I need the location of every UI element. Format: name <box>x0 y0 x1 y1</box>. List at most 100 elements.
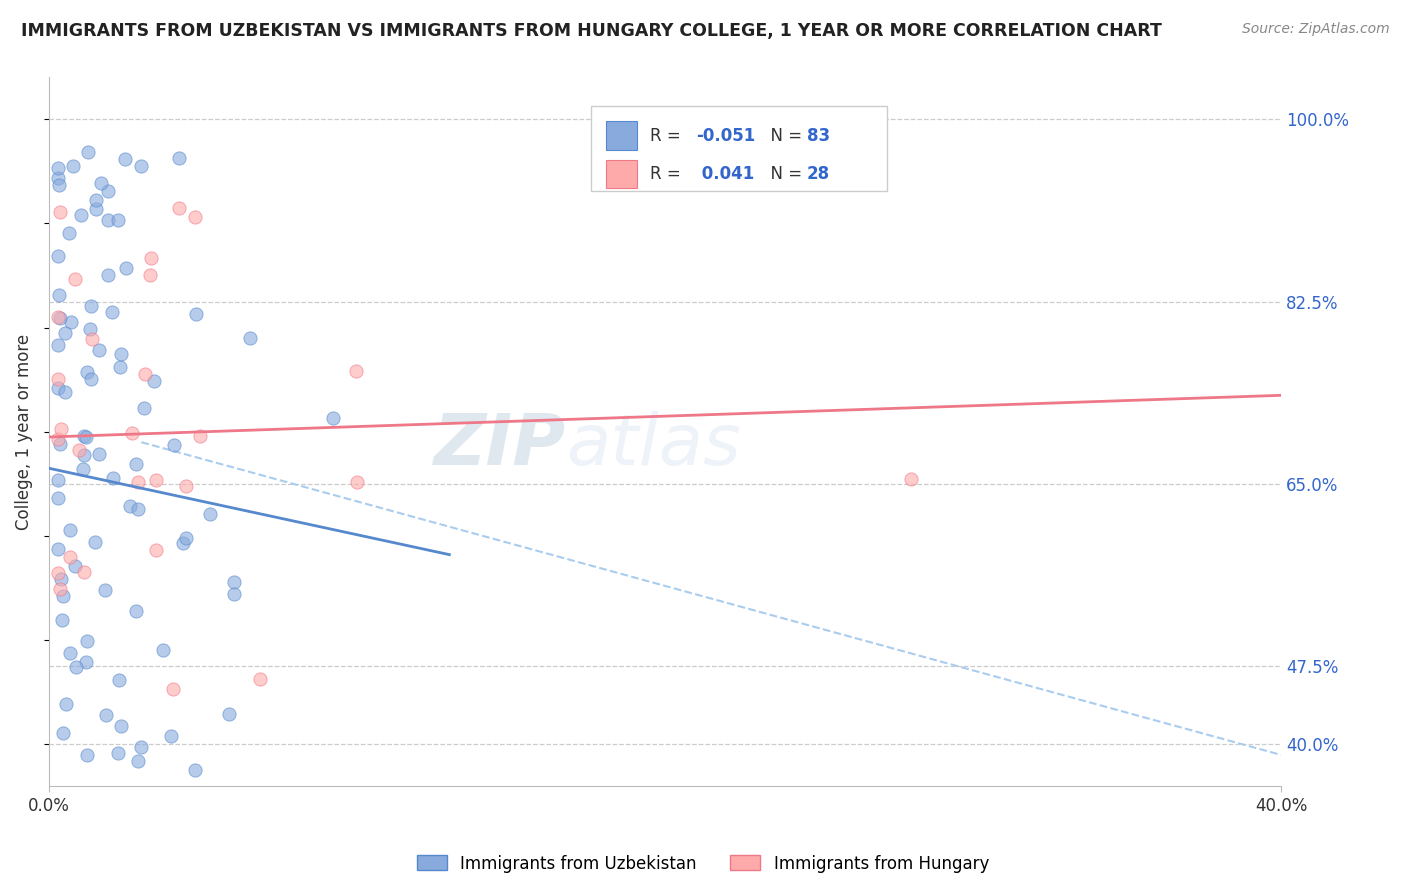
Point <box>159 729 181 743</box>
Point <box>73 566 96 580</box>
Point <box>46 542 69 557</box>
Point <box>52 589 75 603</box>
Point <box>59 646 82 660</box>
Point <box>93 583 115 598</box>
Text: 28: 28 <box>807 165 830 183</box>
Point <box>107 213 129 227</box>
Point <box>139 268 162 282</box>
Point <box>49 310 72 325</box>
Point <box>346 475 368 489</box>
Point <box>108 673 131 687</box>
Point <box>49 582 72 596</box>
FancyBboxPatch shape <box>591 106 887 191</box>
Point <box>184 764 207 778</box>
Point <box>49 205 72 219</box>
Point <box>97 268 120 282</box>
Point <box>80 299 103 313</box>
Point <box>46 161 69 175</box>
Text: atlas: atlas <box>567 411 741 481</box>
Point <box>114 153 136 167</box>
Text: IMMIGRANTS FROM UZBEKISTAN VS IMMIGRANTS FROM HUNGARY COLLEGE, 1 YEAR OR MORE CO: IMMIGRANTS FROM UZBEKISTAN VS IMMIGRANTS… <box>21 22 1161 40</box>
Point <box>167 202 190 216</box>
Point <box>84 193 107 207</box>
FancyBboxPatch shape <box>606 160 637 188</box>
Point <box>59 549 82 564</box>
Point <box>49 437 72 451</box>
Point <box>162 681 184 696</box>
Text: R =: R = <box>650 127 686 145</box>
Point <box>62 159 84 173</box>
Point <box>52 726 75 740</box>
Point <box>224 587 246 601</box>
Point <box>110 719 132 733</box>
Point <box>46 170 69 185</box>
Point <box>120 499 142 513</box>
Point <box>46 381 69 395</box>
Point <box>46 310 69 324</box>
Point <box>121 425 143 440</box>
Point <box>73 448 96 462</box>
Point <box>198 507 221 521</box>
Point <box>145 542 167 557</box>
Point <box>127 754 149 768</box>
Point <box>145 473 167 487</box>
Point <box>110 347 132 361</box>
Point <box>72 461 94 475</box>
Point <box>249 672 271 686</box>
Point <box>80 372 103 386</box>
Point <box>94 708 117 723</box>
Point <box>174 479 197 493</box>
Point <box>59 315 82 329</box>
Point <box>46 566 69 581</box>
Point <box>59 523 82 537</box>
Point <box>46 474 69 488</box>
Point <box>53 326 76 340</box>
Point <box>152 643 174 657</box>
Legend: Immigrants from Uzbekistan, Immigrants from Hungary: Immigrants from Uzbekistan, Immigrants f… <box>411 848 995 880</box>
Point <box>172 536 194 550</box>
Point <box>129 739 152 754</box>
Point <box>70 208 93 222</box>
Point <box>183 210 205 224</box>
Point <box>65 660 87 674</box>
Point <box>67 443 90 458</box>
Point <box>76 430 98 444</box>
Point <box>89 343 111 357</box>
Point <box>174 531 197 545</box>
Point <box>218 707 240 722</box>
Text: -0.051: -0.051 <box>696 127 755 145</box>
Point <box>46 372 69 386</box>
Point <box>75 656 97 670</box>
Y-axis label: College, 1 year or more: College, 1 year or more <box>15 334 32 530</box>
Text: Source: ZipAtlas.com: Source: ZipAtlas.com <box>1241 22 1389 37</box>
Text: R =: R = <box>650 165 686 183</box>
Text: N =: N = <box>759 127 807 145</box>
Point <box>73 428 96 442</box>
Point <box>125 604 148 618</box>
FancyBboxPatch shape <box>606 121 637 150</box>
Point <box>51 613 73 627</box>
Point <box>129 159 152 173</box>
Point <box>239 331 262 345</box>
Text: 0.041: 0.041 <box>696 165 754 183</box>
Text: 83: 83 <box>807 127 830 145</box>
Point <box>65 558 87 573</box>
Point <box>46 433 69 447</box>
Point <box>184 308 207 322</box>
Point <box>103 471 125 485</box>
Point <box>89 447 111 461</box>
Point <box>163 437 186 451</box>
Point <box>84 202 107 217</box>
Point <box>46 249 69 263</box>
Point <box>46 491 69 505</box>
Point <box>79 321 101 335</box>
Point <box>80 332 103 346</box>
Point <box>900 472 922 486</box>
Point <box>76 145 98 160</box>
Point <box>141 251 163 265</box>
Point <box>90 176 112 190</box>
Point <box>127 475 149 489</box>
Point <box>76 365 98 379</box>
Point <box>127 501 149 516</box>
Point <box>110 360 132 375</box>
